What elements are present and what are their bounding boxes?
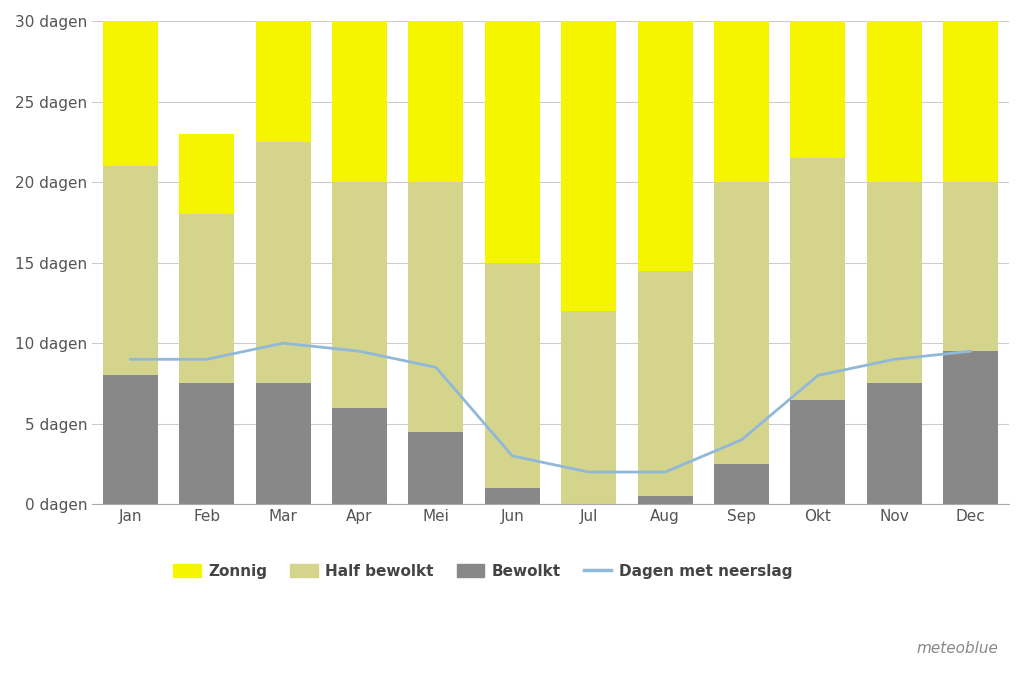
Bar [102,166,158,376]
Bar [638,270,692,497]
Bar [791,21,846,158]
Bar [332,408,387,504]
Bar [409,182,464,432]
Bar [867,182,922,383]
Bar [867,21,922,182]
Bar [179,383,234,504]
Bar [714,182,769,464]
Bar [409,21,464,182]
Bar [256,21,310,142]
Bar [943,21,998,182]
Bar [561,311,616,504]
Bar [332,182,387,408]
Bar [179,134,234,214]
Bar [484,263,540,488]
Bar [256,142,310,383]
Bar [943,182,998,351]
Bar [409,432,464,504]
Bar [102,21,158,166]
Bar [179,214,234,383]
Bar [714,21,769,182]
Legend: Zonnig, Half bewolkt, Bewolkt, Dagen met neerslag: Zonnig, Half bewolkt, Bewolkt, Dagen met… [173,563,793,579]
Bar [638,497,692,504]
Bar [484,21,540,263]
Bar [714,464,769,504]
Bar [943,351,998,504]
Bar [332,21,387,182]
Bar [484,488,540,504]
Bar [791,158,846,400]
Bar [561,21,616,311]
Bar [638,21,692,270]
Bar [102,376,158,504]
Bar [867,383,922,504]
Text: meteoblue: meteoblue [916,641,998,656]
Bar [791,400,846,504]
Bar [256,383,310,504]
